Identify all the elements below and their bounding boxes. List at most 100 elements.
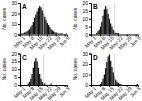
tick-mark [89,35,91,36]
bar [110,61,111,85]
bar [97,85,98,86]
bar [31,74,32,85]
bar [130,34,131,35]
bar [104,75,105,86]
bar [61,85,62,86]
tick-label: 20 [11,51,17,57]
bar [52,85,53,86]
y-axis: 0 5 10 15 20 [82,0,91,38]
bar [25,32,26,34]
bar [108,57,109,85]
bar [133,34,134,35]
bar [116,33,117,35]
y-tick: 20 [82,61,91,67]
tick-label: 10 [11,21,17,27]
axis-line [18,4,21,36]
bar [123,85,124,86]
y-tick: 5 [14,74,20,80]
bar [42,82,43,85]
bar [125,34,126,35]
y-tick: 30 [11,0,20,6]
tick-label: 15 [82,8,88,14]
bar [39,6,40,34]
y-tick: 15 [11,58,20,64]
bar [38,8,39,34]
bar [39,74,40,85]
bar [134,85,135,86]
y-tick: 0 [85,32,91,38]
bar [94,85,95,86]
panel-title: D [93,54,98,61]
tick-mark [89,11,91,12]
bar [30,27,31,34]
bar [56,32,57,34]
bar [110,23,111,34]
axis-line [21,35,68,37]
bar [53,31,54,34]
tick-mark [18,35,20,36]
tick-label: 0 [14,32,17,38]
bar [45,85,46,86]
y-tick: 5 [85,24,91,30]
tick-mark [89,3,91,4]
tick-label: 10 [11,66,17,72]
y-tick: 20 [11,11,20,17]
tick-mark [89,85,91,86]
y-axis: 0102030 [82,51,91,89]
tick-label: 10 [82,16,88,22]
tick-mark [18,77,20,78]
bar [129,34,130,35]
axis-line [92,86,139,88]
y-axis-title: No. cases [1,58,7,81]
bar [129,85,130,86]
tick-mark [89,19,91,20]
plot-area [20,3,67,35]
tick-label: Jun 5 [129,35,142,48]
bar [123,34,124,35]
bar [30,79,31,85]
tick-mark [18,14,20,15]
bar [44,17,45,35]
bar [105,68,106,85]
y-tick: 10 [82,72,91,78]
bar [100,84,101,85]
bar [29,29,30,34]
bar [63,34,64,35]
bar [37,61,38,85]
tick-mark [18,3,20,4]
tick-label: Jun 5 [58,35,71,48]
y-tick: 20 [82,0,91,6]
bar [24,85,25,86]
bar [28,83,29,85]
bar [25,85,26,86]
bar [23,33,24,34]
bar [106,62,107,85]
tick-mark [18,24,20,25]
bar [58,33,59,34]
reference-line [43,3,44,35]
bar [96,85,97,86]
y-tick: 20 [11,51,20,57]
bar [58,85,59,86]
bar [96,33,97,35]
axis-line [89,54,92,86]
bar [101,22,102,35]
tick-label: 20 [82,0,88,6]
x-tick: Jun 5 [58,35,71,48]
tick-label: Jun 5 [129,85,142,98]
bar [111,67,112,85]
bar [118,83,119,85]
bar [33,68,34,85]
bar [31,25,32,34]
bar [108,14,109,34]
panel: May 1May 8May 15May 22May 29Jun 50510152… [72,0,142,51]
bar [121,85,122,86]
tick-mark [18,54,20,55]
y-tick: 15 [82,8,91,14]
tick-mark [18,69,20,70]
bar [34,18,35,35]
bar [109,19,110,35]
bar [35,58,36,85]
figure: May 1May 8May 15May 22May 29Jun 50102030… [0,0,142,101]
bar [99,85,100,86]
